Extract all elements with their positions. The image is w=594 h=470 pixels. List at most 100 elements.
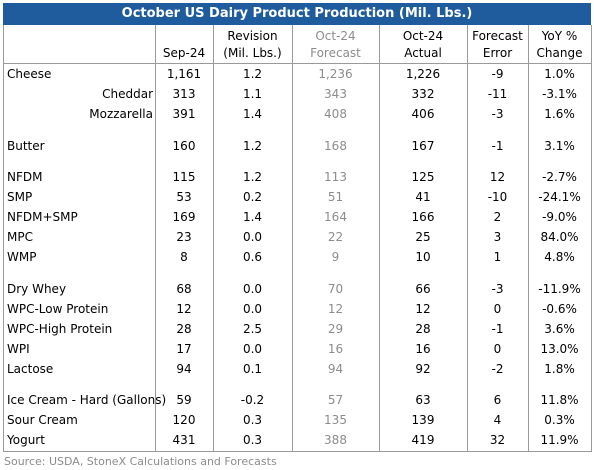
table-cell: 0.3 [242,413,263,427]
row-label: WPI [7,341,30,356]
table-cell: 4 [493,413,502,427]
table-cell: -11.9% [538,281,581,296]
table-cell: 1 [493,250,502,264]
table-cell: 3.1% [544,138,575,153]
table-cell: 28 [415,321,431,336]
table-cell: 4.8% [544,250,575,264]
table-cell: -3.1% [542,87,577,101]
table-cell: 92 [415,361,431,376]
table-cell: -3 [491,107,504,121]
table-cell: 0.2 [242,190,263,204]
table-cell: -0.6% [542,301,577,316]
column-border [213,25,214,451]
table-cell: 66 [415,281,431,296]
table-cell: 0.0 [242,281,263,296]
table-cell: 12 [176,301,192,316]
table-cell: 3.6% [544,321,575,336]
table-cell: 59 [176,393,192,407]
table-cell: 2.5 [242,321,263,336]
table-cell: 94 [327,361,344,376]
table-cell: 17 [176,341,192,356]
table-cell: 29 [327,321,344,336]
table-cell: 1.0% [544,67,575,81]
row-label: SMP [7,190,33,204]
table-cell: 1.2 [242,67,263,81]
table-cell: 1,161 [166,67,202,81]
row-label: Sour Cream [7,413,78,427]
table-cell: 0.0 [242,230,263,244]
table-cell: 1.2 [242,170,263,184]
column-header: Forecast [472,29,523,43]
table-cell: 139 [411,413,435,427]
table-cell: 113 [324,170,347,184]
table-cell: 160 [172,138,196,153]
table-cell: 1.6% [544,107,575,121]
row-label: Lactose [7,361,54,376]
column-header: Actual [404,46,442,60]
table-cell: 313 [172,87,196,101]
table-cell: -2 [491,361,504,376]
table-cell: 0.3% [544,413,575,427]
table-cell: 51 [327,190,344,204]
table-cell: 388 [324,433,347,447]
table-cell: -3 [491,281,504,296]
table-cell: -2.7% [542,170,577,184]
table-cell: 166 [411,210,435,224]
row-label: Yogurt [7,433,45,447]
table-cell: 16 [327,341,344,356]
row-label: Mozzarella [89,107,153,121]
row-label: Ice Cream - Hard (Gallons) [7,393,167,407]
table-cell: 332 [411,87,435,101]
table-cell: 343 [324,87,347,101]
source-note: Source: USDA, StoneX Calculations and Fo… [4,455,277,468]
table-cell: -24.1% [538,190,581,204]
table-cell: 84.0% [540,230,579,244]
column-header: Oct-24 [402,29,444,43]
row-label: Dry Whey [7,281,67,296]
row-label: NFDM+SMP [7,210,78,224]
table-cell: -9.0% [542,210,577,224]
table-cell: 167 [411,138,435,153]
table-cell: 0.0 [242,341,263,356]
table-cell: -11 [487,87,508,101]
column-border [379,25,380,451]
table-cell: 63 [415,393,431,407]
table-cell: 1.1 [242,87,263,101]
table-cell: 125 [411,170,435,184]
column-border [292,25,293,451]
column-header: YoY % [541,29,578,43]
table-cell: 0 [493,301,502,316]
table-cell: 23 [176,230,192,244]
table-cell: -10 [487,190,508,204]
table-border [3,451,592,452]
row-label: NFDM [7,170,43,184]
table-cell: 120 [172,413,196,427]
row-label: MPC [7,230,33,244]
column-header: Sep-24 [162,46,206,60]
header-border [3,63,592,64]
table-cell: 1,236 [318,67,353,81]
row-label: Cheddar [102,87,153,101]
table-cell: 9 [331,250,340,264]
column-header: Forecast [310,46,361,60]
column-border [591,25,592,451]
table-cell: 12 [489,170,506,184]
table-cell: 0.0 [242,301,263,316]
table-cell: 1,226 [405,67,441,81]
table-cell: 406 [411,107,435,121]
table-cell: -1 [491,321,504,336]
table-cell: 1.8% [544,361,575,376]
row-label: WPC-High Protein [7,321,113,336]
table-cell: 169 [172,210,196,224]
row-label: WPC-Low Protein [7,301,109,316]
column-border [3,25,4,451]
table-cell: 53 [176,190,192,204]
column-header: Error [482,46,513,60]
column-border [155,25,156,451]
table-cell: 25 [415,230,431,244]
table-cell: 94 [176,361,192,376]
table-cell: 0 [493,341,502,356]
column-header: Revision [227,29,278,43]
column-border [528,25,529,451]
